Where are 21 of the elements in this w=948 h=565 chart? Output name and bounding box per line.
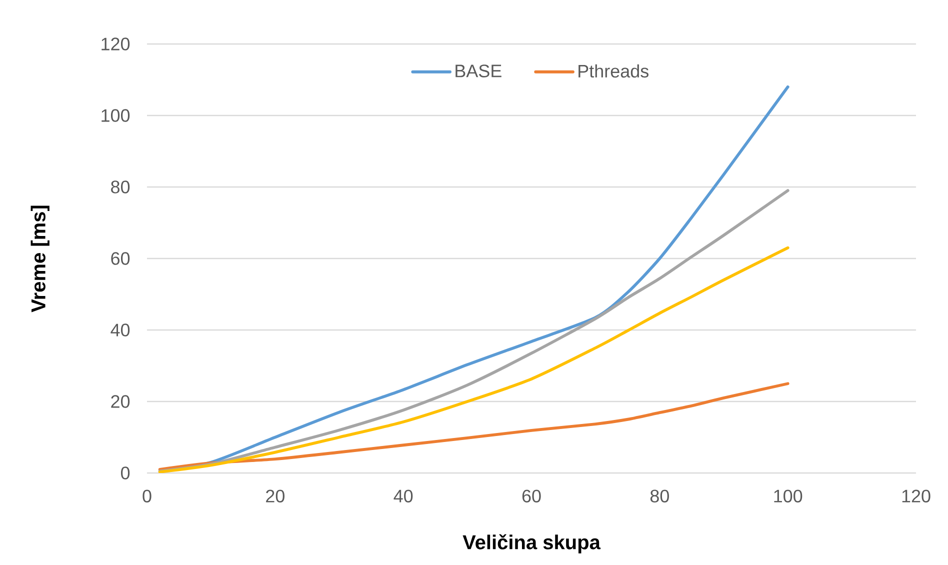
line-series <box>158 246 790 473</box>
y-tick-label: 20 <box>111 395 130 408</box>
y-tick-label: 60 <box>111 252 130 265</box>
legend-label: Pthreads <box>578 64 648 78</box>
y-tick-label: 80 <box>111 180 130 194</box>
y-tick-label: 0 <box>120 466 130 480</box>
x-tick-label: 20 <box>266 490 284 502</box>
y-tick-label: 100 <box>102 109 130 122</box>
x-tick-label: 0 <box>142 490 152 502</box>
y-tick-label: 40 <box>110 324 130 336</box>
x-tick-label: 40 <box>394 490 413 502</box>
line-series <box>158 189 790 473</box>
x-tick-label: 80 <box>650 490 669 502</box>
legend-label: BASE <box>456 64 502 78</box>
x-tick-label: 60 <box>522 490 541 502</box>
x-tick-label: 100 <box>774 490 802 502</box>
x-tick-label: 120 <box>902 490 930 502</box>
y-axis-title: Vreme [ms] <box>30 206 50 312</box>
y-tick-label: 120 <box>102 38 130 50</box>
x-axis-title: Veličina skupa <box>462 534 601 554</box>
line-series <box>158 382 790 471</box>
